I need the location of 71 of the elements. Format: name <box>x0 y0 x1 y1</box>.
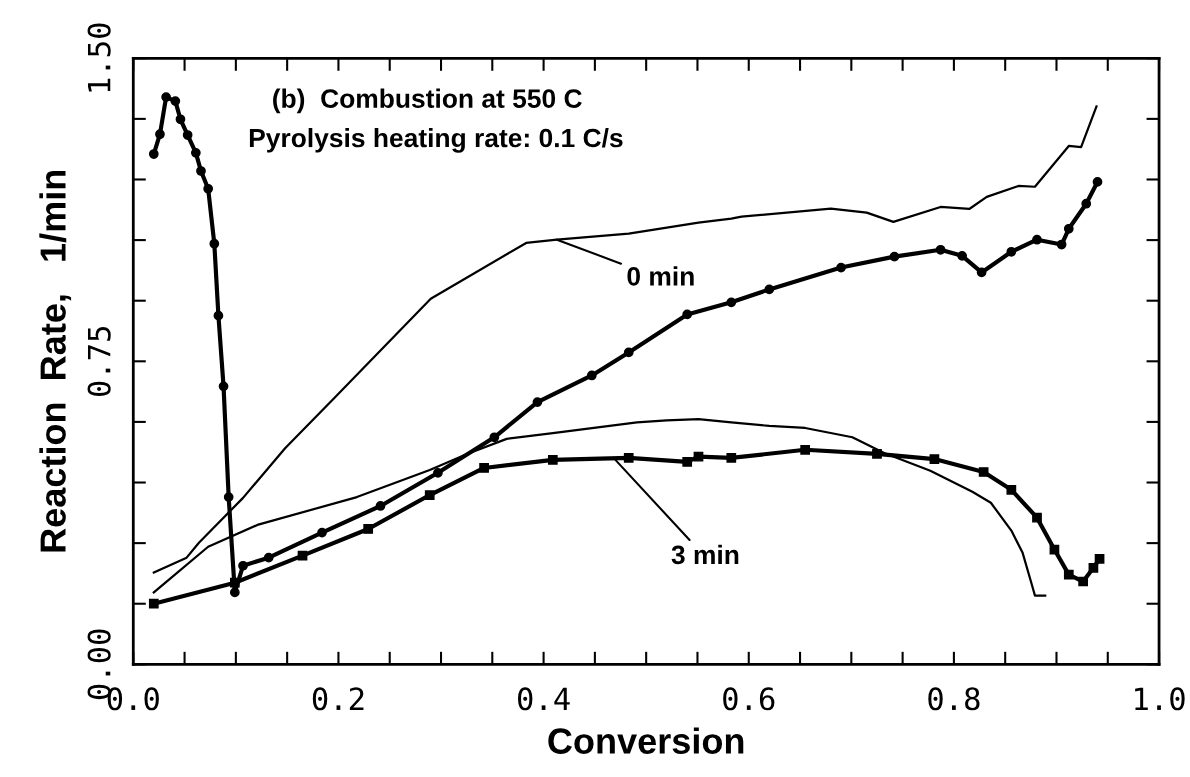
point <box>976 267 987 278</box>
point <box>203 183 214 194</box>
point <box>726 297 737 308</box>
point <box>800 444 811 455</box>
point <box>433 467 443 478</box>
point <box>872 448 882 459</box>
point <box>229 577 240 588</box>
point <box>213 310 224 321</box>
point <box>957 250 967 261</box>
point <box>1081 198 1092 209</box>
point <box>175 114 186 125</box>
point <box>726 453 737 463</box>
point <box>218 381 229 392</box>
x-axis-title: Conversion <box>548 727 744 754</box>
point <box>693 451 704 462</box>
point <box>764 284 775 295</box>
point <box>148 149 159 159</box>
x-tick-label: 0.6 <box>723 687 775 711</box>
y-tick-label: 0.75 <box>87 326 111 397</box>
point <box>1094 554 1105 564</box>
point <box>223 492 234 502</box>
point <box>1088 562 1099 573</box>
point <box>424 490 435 500</box>
point <box>836 262 846 273</box>
point <box>190 147 201 158</box>
point <box>623 347 634 358</box>
x-tick-label: 0.4 <box>517 687 570 711</box>
point <box>682 309 693 320</box>
point <box>623 453 634 463</box>
point <box>375 501 386 511</box>
annotation: 3 min <box>671 544 739 565</box>
point <box>1078 576 1089 587</box>
point <box>479 463 489 473</box>
point <box>1006 484 1017 495</box>
point <box>182 130 193 140</box>
point <box>297 550 308 561</box>
x-tick-label: 0.2 <box>312 687 364 711</box>
point <box>1006 246 1017 257</box>
point <box>1032 512 1042 523</box>
point <box>238 560 248 571</box>
point <box>1056 239 1067 250</box>
point <box>1063 223 1074 234</box>
point <box>935 244 946 255</box>
point <box>229 587 240 598</box>
x-tick-label: 1.0 <box>1135 687 1185 711</box>
point <box>1092 177 1103 187</box>
point <box>196 166 206 176</box>
annotation: 0 min <box>627 266 694 286</box>
x-tick-label: 0.8 <box>928 687 980 711</box>
point <box>978 467 989 477</box>
point <box>155 129 165 140</box>
point <box>532 397 543 407</box>
point <box>263 552 274 563</box>
point <box>489 432 500 443</box>
y-tick-label: 1.50 <box>87 23 111 92</box>
point <box>363 524 374 534</box>
point <box>682 457 693 467</box>
point <box>161 92 171 102</box>
point <box>547 455 558 465</box>
point <box>889 251 900 262</box>
text: Pyrolysis heating rate: 0.1 C/s <box>249 127 623 153</box>
point <box>929 454 940 464</box>
point <box>170 96 181 106</box>
text: (b) Combustion at 550 C <box>273 88 582 114</box>
point <box>1032 234 1042 245</box>
point <box>586 370 597 381</box>
point <box>317 527 327 538</box>
point <box>148 598 159 609</box>
point <box>1063 569 1074 580</box>
point <box>209 238 220 249</box>
y-axis-title: Reaction Rate, 1/min <box>39 170 72 552</box>
